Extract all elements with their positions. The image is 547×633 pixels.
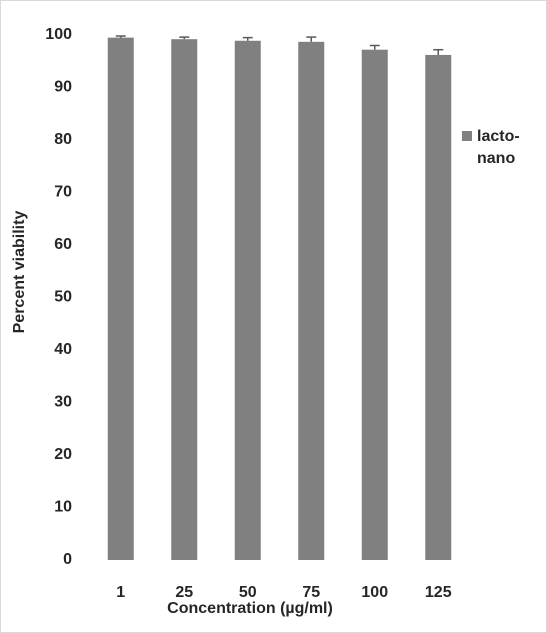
bar [298, 41, 325, 560]
y-tick-label: 60 [54, 236, 72, 253]
bar [171, 39, 198, 560]
y-tick-label: 100 [45, 26, 72, 43]
bar [361, 49, 388, 560]
error-bar [242, 36, 253, 41]
y-tick-label: 10 [54, 499, 72, 516]
y-tick-label: 40 [54, 341, 72, 358]
y-axis-title: Percent viability [11, 211, 28, 334]
x-tick-label: 50 [239, 584, 257, 601]
x-axis-title: Concentration (µg/ml) [167, 600, 333, 617]
error-bar [115, 35, 126, 38]
y-tick-label: 80 [54, 131, 72, 148]
legend-swatch [462, 131, 472, 141]
y-tick-label: 70 [54, 184, 72, 201]
legend-label: lacto-nano [477, 128, 520, 167]
x-tick-label: 125 [425, 584, 452, 601]
error-bar [369, 44, 380, 50]
legend: lacto-nano [462, 126, 529, 170]
y-tick-label: 50 [54, 289, 72, 306]
y-tick-label: 0 [63, 551, 72, 568]
y-tick-label: 20 [54, 446, 72, 463]
error-bar [433, 48, 444, 55]
x-tick-label: 1 [116, 584, 125, 601]
bar [234, 40, 261, 560]
x-tick-label: 25 [175, 584, 193, 601]
y-tick-label: 90 [54, 79, 72, 96]
x-tick-label: 100 [361, 584, 388, 601]
bar [425, 54, 452, 560]
y-tick-label: 30 [54, 394, 72, 411]
error-bar [179, 36, 190, 40]
bar [107, 37, 134, 560]
error-bar [306, 36, 317, 42]
x-tick-label: 75 [302, 584, 320, 601]
